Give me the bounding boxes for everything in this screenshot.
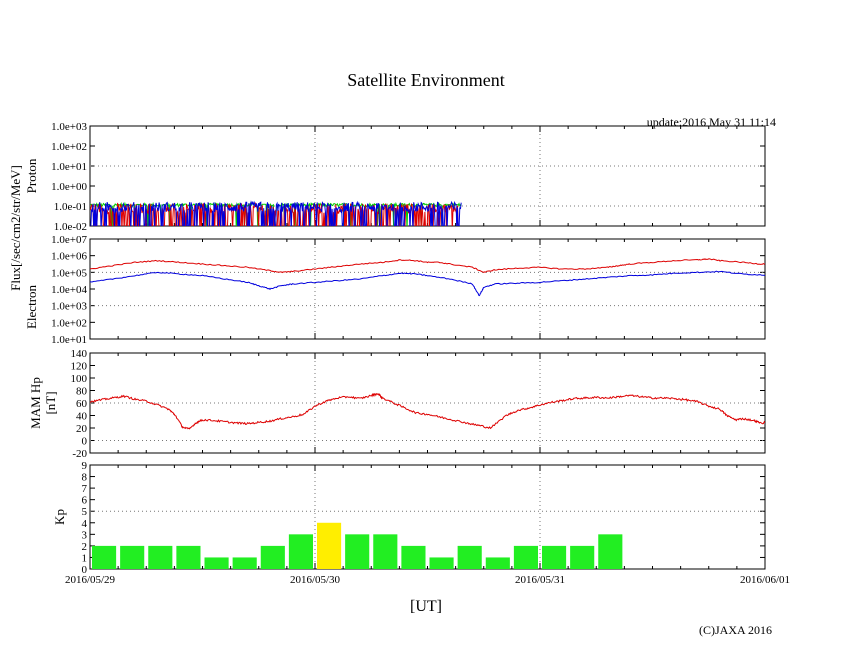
kp-bar: [457, 545, 482, 569]
kp-bar: [288, 534, 313, 569]
mam_hp-hp-series: [90, 392, 765, 430]
electron-plot-frame: [89, 238, 766, 340]
chart-title: Satellite Environment: [347, 70, 504, 90]
electron-panel: 1.0e+01 1.0e+02 1.0e+03 1.0e+04 1.0e+05 1.0e+…: [24, 234, 766, 346]
electron-low-series: [90, 270, 765, 297]
proton-ytick-label: 1.0e+00: [51, 181, 87, 193]
kp-ytick-label: 1: [82, 552, 88, 564]
electron-ytick-label: 1.0e+01: [51, 334, 87, 346]
electron-high-series: [90, 258, 765, 274]
proton-green-series: [90, 201, 462, 226]
electron-ytick-label: 1.0e+07: [51, 234, 87, 246]
kp-bar: [570, 545, 595, 569]
proton-ytick-label: 1.0e+02: [51, 141, 87, 153]
kp-bar: [204, 557, 229, 569]
kp-bar: [373, 534, 398, 569]
x-tick-label: 2016/05/31: [515, 574, 565, 586]
kp-ytick-label: 0: [82, 564, 88, 576]
mam_hp-ytick-label: 0: [82, 436, 88, 448]
kp-bar: [401, 545, 426, 569]
proton-panel: 1.0e-02 1.0e-01 1.0e+00 1.0e+01 1.0e+02 1.0e+…: [24, 121, 766, 233]
proton-blue-series: [90, 200, 462, 226]
kp-ytick-label: 6: [82, 495, 88, 507]
kp-ytick-label: 5: [82, 506, 88, 518]
kp-bar: [176, 545, 201, 569]
proton-ylabel: Proton: [24, 158, 39, 193]
kp-ytick-label: 7: [82, 483, 88, 495]
electron-ytick-label: 1.0e+02: [51, 317, 87, 329]
mam_hp-ytick-label: 140: [71, 348, 88, 360]
electron-ytick-label: 1.0e+03: [51, 301, 87, 313]
kp-bar: [232, 557, 257, 569]
mam_hp-ytick-label: 60: [76, 398, 88, 410]
x-axis-label: [UT]: [410, 598, 442, 615]
mam_hp-ytick-label: -20: [72, 448, 87, 460]
kp-ytick-label: 9: [82, 460, 88, 472]
mam_hp-ytick-label: 120: [71, 361, 88, 373]
kp-bar: [92, 545, 117, 569]
mam-hp-ylabel: MAM Hp[nT]: [28, 377, 58, 429]
kp-ytick-label: 2: [82, 541, 88, 553]
electron-ytick-label: 1.0e+04: [51, 284, 87, 296]
kp-bar: [429, 557, 454, 569]
kp-ytick-label: 8: [82, 472, 88, 484]
proton-ytick-label: 1.0e+01: [51, 161, 87, 173]
electron-ytick-label: 1.0e+06: [51, 251, 87, 263]
kp-ytick-label: 3: [82, 529, 88, 541]
flux-ylabel: Flux[/sec/cm2/str/MeV]: [8, 165, 23, 291]
kp-bar: [148, 545, 173, 569]
x-tick-label: 2016/05/29: [65, 574, 116, 586]
kp-bar: [485, 557, 510, 569]
kp-bar: [120, 545, 145, 569]
proton-ytick-label: 1.0e-02: [54, 221, 87, 233]
kp-bar: [542, 545, 567, 569]
electron-ylabel: Electron: [24, 284, 39, 329]
mam_hp-ytick-label: 20: [76, 423, 88, 435]
mam_hp-ytick-label: 80: [76, 386, 88, 398]
update-timestamp: update:2016 May 31 11:14: [647, 115, 776, 129]
kp-bar: [513, 545, 538, 569]
x-tick-label: 2016/06/01: [740, 574, 790, 586]
proton-red-series: [90, 202, 459, 226]
kp-ylabel: Kp: [52, 509, 67, 525]
proton-ytick-label: 1.0e-01: [54, 201, 87, 213]
kp-bar: [345, 534, 370, 569]
x-tick-label: 2016/05/30: [290, 574, 341, 586]
flux-shared-ylabel: Flux[/sec/cm2/str/MeV]: [8, 165, 23, 291]
kp-bar: [317, 522, 342, 569]
electron-ytick-label: 1.0e+05: [51, 267, 87, 279]
mam_hp-ytick-label: 40: [76, 411, 88, 423]
mam_hp-plot-frame: [89, 352, 766, 454]
kp-ytick-label: 4: [82, 518, 88, 530]
proton-ytick-label: 1.0e+03: [51, 121, 87, 133]
copyright-text: (C)JAXA 2016: [699, 623, 772, 637]
kp-bar: [598, 534, 623, 569]
kp-bar: [260, 545, 285, 569]
mam_hp-ytick-label: 100: [71, 373, 88, 385]
